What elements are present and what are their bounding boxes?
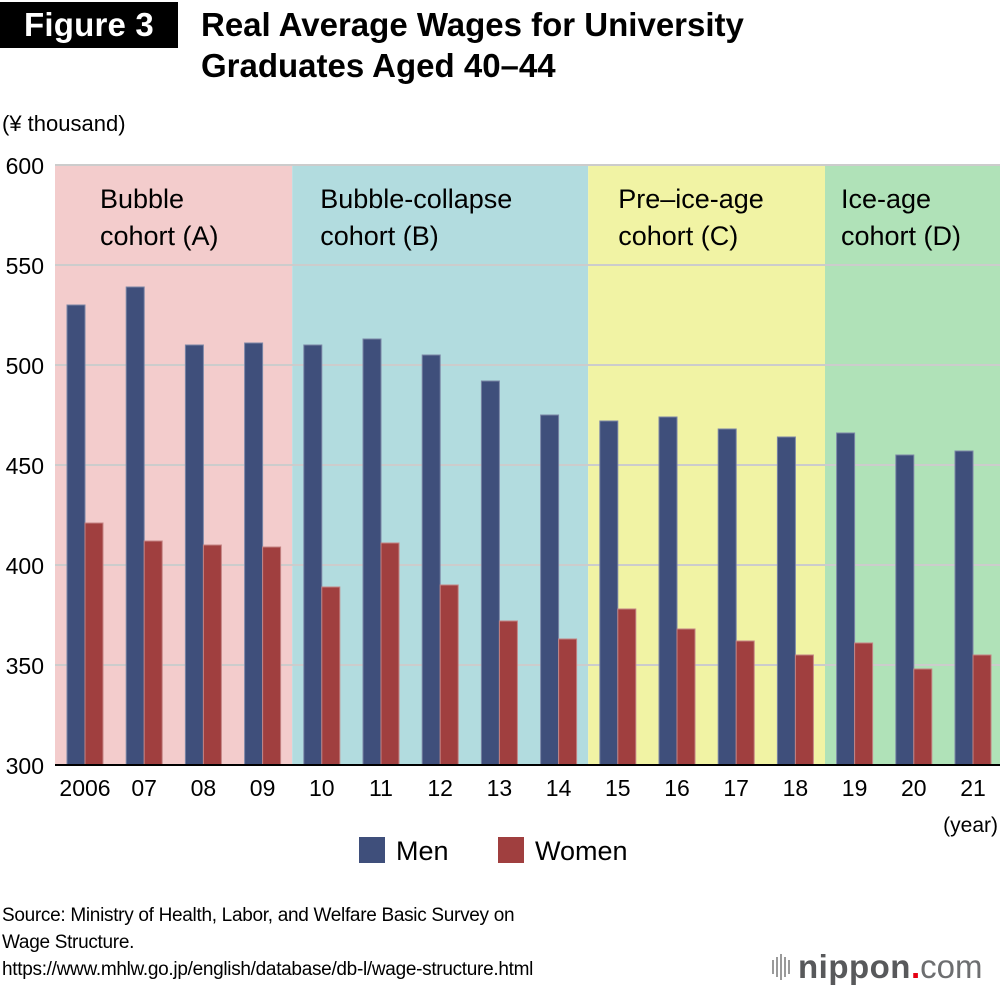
legend-label-men: Men <box>396 836 449 866</box>
bar-women-07 <box>143 540 163 766</box>
logo-brand: nippon <box>798 948 911 985</box>
bar-women-20 <box>913 668 933 766</box>
x-tick-label: 12 <box>427 775 453 801</box>
x-tick-label: 16 <box>664 775 690 801</box>
bar-chart: Bubble cohort (A) Bubble-collapse cohort (B… <box>6 153 1000 866</box>
cohort-label-line1: Ice-age <box>841 184 931 214</box>
x-tick-label: 13 <box>487 775 513 801</box>
y-tick-label: 600 <box>6 153 44 179</box>
bar-men-13 <box>480 380 500 766</box>
y-tick-label: 550 <box>6 253 44 279</box>
y-tick-label: 300 <box>6 753 44 779</box>
x-tick-label: 18 <box>783 775 809 801</box>
bar-women-12 <box>439 584 459 766</box>
bar-men-07 <box>125 286 145 766</box>
bar-women-10 <box>321 586 341 766</box>
x-axis-unit-label: (year) <box>943 814 998 837</box>
legend-swatch-women <box>498 837 524 863</box>
y-tick-label: 350 <box>6 653 44 679</box>
x-tick-label: 15 <box>605 775 631 801</box>
bar-men-16 <box>658 416 678 766</box>
logo-suffix: com <box>920 948 983 985</box>
bar-women-14 <box>558 638 578 766</box>
x-tick-label: 09 <box>250 775 276 801</box>
bar-women-2006 <box>84 522 104 766</box>
cohort-label-line1: Pre–ice-age <box>618 184 764 214</box>
bar-women-16 <box>676 628 696 766</box>
bar-women-19 <box>854 642 874 766</box>
bar-men-11 <box>362 338 382 766</box>
y-tick-label: 400 <box>6 553 44 579</box>
figure-label: Figure 3 <box>0 2 178 48</box>
x-tick-label: 20 <box>901 775 927 801</box>
y-tick-labels: 300 350 400 450 500 550 600 <box>6 153 44 779</box>
bar-women-15 <box>617 608 637 766</box>
x-tick-label: 19 <box>842 775 868 801</box>
x-tick-labels: 2006 07 08 09 10 11 12 13 14 15 16 17 18 19 20 21 <box>59 775 985 801</box>
source-note: Source: Ministry of Health, Labor, and W… <box>2 902 533 983</box>
y-tick-label: 500 <box>6 353 44 379</box>
x-tick-label: 07 <box>131 775 157 801</box>
bar-women-17 <box>735 640 755 766</box>
bar-women-18 <box>794 654 814 766</box>
chart-title-line1: Real Average Wages for University <box>201 6 744 43</box>
logo-dot: . <box>910 948 921 985</box>
bar-men-09 <box>244 342 264 766</box>
x-tick-label: 08 <box>191 775 217 801</box>
x-tick-label: 2006 <box>59 775 110 801</box>
bar-men-20 <box>895 454 915 766</box>
chart-title: Real Average Wages for University Gradua… <box>201 4 744 86</box>
y-axis-unit-label: (¥ thousand) <box>2 111 126 136</box>
bar-men-08 <box>184 344 204 766</box>
bar-men-14 <box>540 414 560 766</box>
bar-women-11 <box>380 542 400 766</box>
bar-women-08 <box>202 544 222 766</box>
bar-men-10 <box>303 344 323 766</box>
bar-women-09 <box>262 546 282 766</box>
legend: Men Women <box>359 836 628 866</box>
cohort-label-line2: cohort (A) <box>100 221 219 251</box>
bar-men-15 <box>599 420 619 766</box>
y-tick-label: 450 <box>6 453 44 479</box>
bar-women-13 <box>498 620 518 766</box>
bar-men-19 <box>836 432 856 766</box>
cohort-label-line2: cohort (B) <box>320 221 439 251</box>
legend-label-women: Women <box>535 836 628 866</box>
x-tick-label: 17 <box>723 775 749 801</box>
x-tick-label: 14 <box>546 775 572 801</box>
bar-men-18 <box>776 436 796 766</box>
x-tick-label: 21 <box>960 775 986 801</box>
logo-bars-icon <box>772 954 790 980</box>
x-tick-label: 11 <box>369 775 393 801</box>
bar-women-21 <box>972 654 992 766</box>
source-line-2: Wage Structure. <box>2 932 135 953</box>
cohort-labels: Bubble cohort (A) Bubble-collapse cohort (B… <box>100 184 961 251</box>
nippon-com-logo: nippon. com <box>772 948 982 986</box>
legend-swatch-men <box>359 837 385 863</box>
cohort-label-line2: cohort (D) <box>841 221 961 251</box>
cohort-label-line1: Bubble <box>100 184 184 214</box>
bar-men-21 <box>954 450 974 766</box>
source-line-1: Source: Ministry of Health, Labor, and W… <box>2 905 515 926</box>
source-url: https://www.mhlw.go.jp/english/database/… <box>2 959 534 980</box>
chart-title-line2: Graduates Aged 40–44 <box>201 47 556 84</box>
bar-men-12 <box>421 354 441 766</box>
x-tick-label: 10 <box>309 775 335 801</box>
cohort-label-line1: Bubble-collapse <box>320 184 512 214</box>
bar-men-17 <box>717 428 737 766</box>
bar-men-2006 <box>66 304 86 766</box>
cohort-label-line2: cohort (C) <box>618 221 738 251</box>
